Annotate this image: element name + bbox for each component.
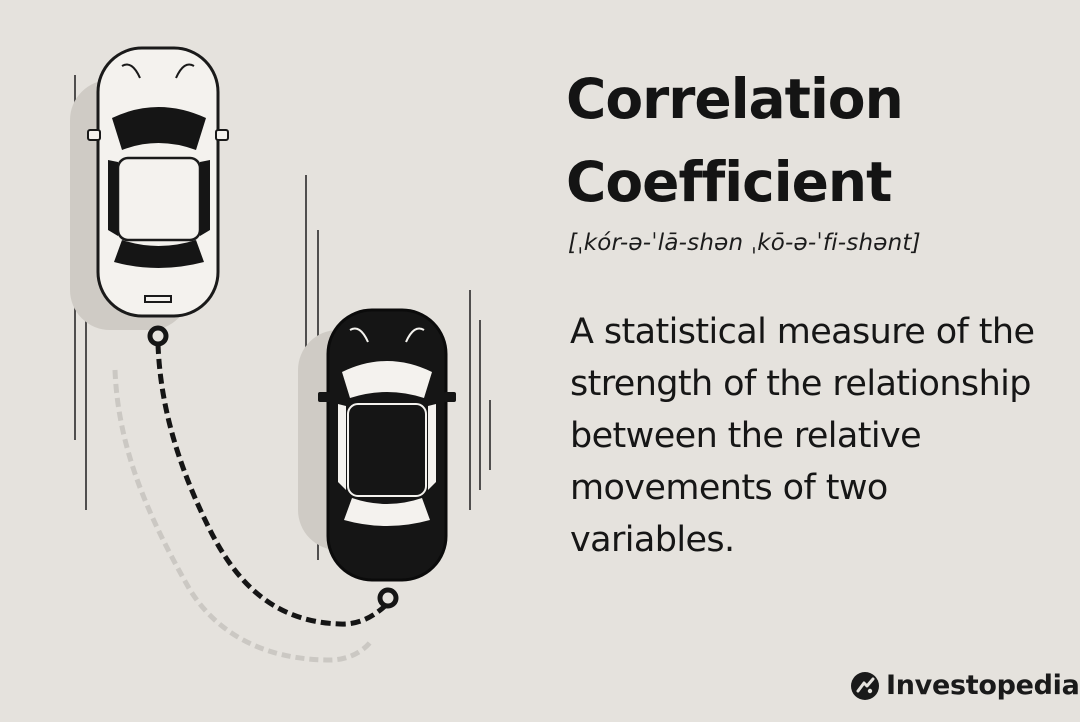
page-title: Correlation Coefficient	[566, 58, 1046, 224]
title-line: Coefficient	[566, 150, 892, 214]
white-car-icon	[87, 46, 229, 318]
brand-name: Investopedia	[886, 670, 1080, 701]
brand-logo: Investopedia	[850, 670, 1080, 701]
ghost-chain-icon	[112, 369, 375, 663]
cars-chained-illustration	[70, 46, 491, 663]
chain-icon	[147, 325, 399, 627]
black-car-icon	[318, 308, 456, 582]
title-line: Correlation	[566, 67, 904, 131]
definition-text: A statistical measure of the strength of…	[570, 312, 1035, 560]
pronunciation: [ˌkór-ə-ˈlā-shən ˌkō-ə-ˈfi-shənt]	[568, 230, 921, 256]
investopedia-logo-icon	[851, 671, 879, 700]
